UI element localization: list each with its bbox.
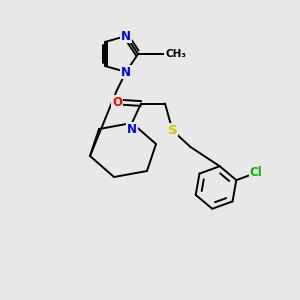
Text: N: N (121, 65, 131, 79)
Text: O: O (112, 95, 122, 109)
Text: N: N (127, 123, 137, 136)
Text: N: N (121, 29, 131, 43)
Text: S: S (168, 124, 177, 137)
Text: CH₃: CH₃ (165, 49, 186, 59)
Text: Cl: Cl (250, 167, 262, 179)
